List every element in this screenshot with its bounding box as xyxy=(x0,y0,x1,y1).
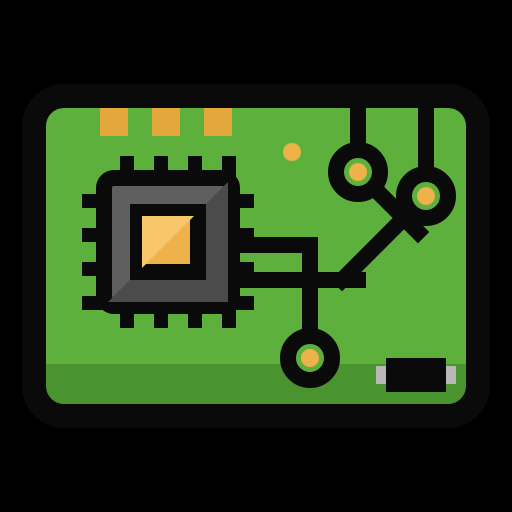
pad-hole-0 xyxy=(301,349,319,367)
smd-body xyxy=(386,358,446,392)
via-dot-3 xyxy=(283,143,301,161)
smd-component xyxy=(376,358,456,392)
chip xyxy=(104,178,232,306)
circuit-board-svg xyxy=(0,0,512,512)
pad-hole-1 xyxy=(349,163,367,181)
circuit-board-icon xyxy=(0,0,512,512)
pad-hole-2 xyxy=(417,187,435,205)
board-body xyxy=(38,100,474,412)
